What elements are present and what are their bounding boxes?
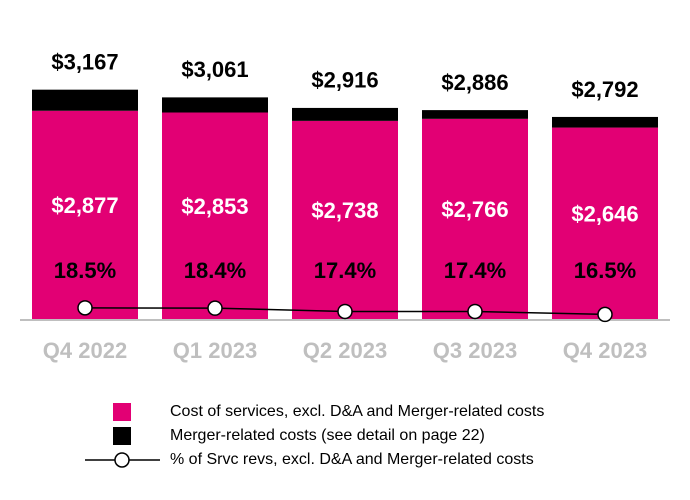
line-marker [337,303,353,320]
bar-segment [292,107,398,121]
bar-value-label: $2,877 [51,193,118,218]
bar-value-label: $2,646 [571,202,638,227]
line-value-label: 17.4% [444,258,506,283]
total-label: $3,167 [51,49,118,74]
bar-segment [552,127,658,321]
legend-label: % of Srvc revs, excl. D&A and Merger-rel… [170,451,534,468]
x-tick-label: Q1 2023 [173,338,257,363]
x-tick-label: Q3 2023 [433,338,517,363]
line-marker [77,300,93,316]
line-value-label: 18.5% [54,258,116,283]
line-marker [467,303,483,320]
bar-segment [32,89,138,111]
line-marker [597,306,613,323]
total-label: $2,792 [571,77,638,102]
bar-value-label: $2,853 [181,194,248,219]
bar-segment [552,116,658,128]
bar-segment [162,112,268,320]
total-label: $3,061 [181,57,248,82]
line-marker [207,300,223,316]
total-label: $2,916 [311,68,378,93]
bar-segment [422,110,528,119]
bar-segment [422,118,528,320]
legend-swatch [113,427,131,445]
x-tick-label: Q4 2023 [563,338,647,363]
bar-value-label: $2,738 [311,198,378,223]
bar-segment [292,120,398,320]
legend-swatch [113,403,131,421]
line-value-label: 17.4% [314,258,376,283]
x-tick-label: Q4 2022 [43,338,127,363]
line-value-label: 16.5% [574,258,636,283]
line-value-label: 18.4% [184,258,246,283]
legend-marker [114,452,130,468]
total-label: $2,886 [441,70,508,95]
legend-label: Cost of services, excl. D&A and Merger-r… [170,403,544,420]
bar-segment [32,110,138,320]
legend-label: Merger-related costs (see detail on page… [170,427,485,444]
bar-segment [162,97,268,113]
bar-value-label: $2,766 [441,197,508,222]
x-tick-label: Q2 2023 [303,338,387,363]
